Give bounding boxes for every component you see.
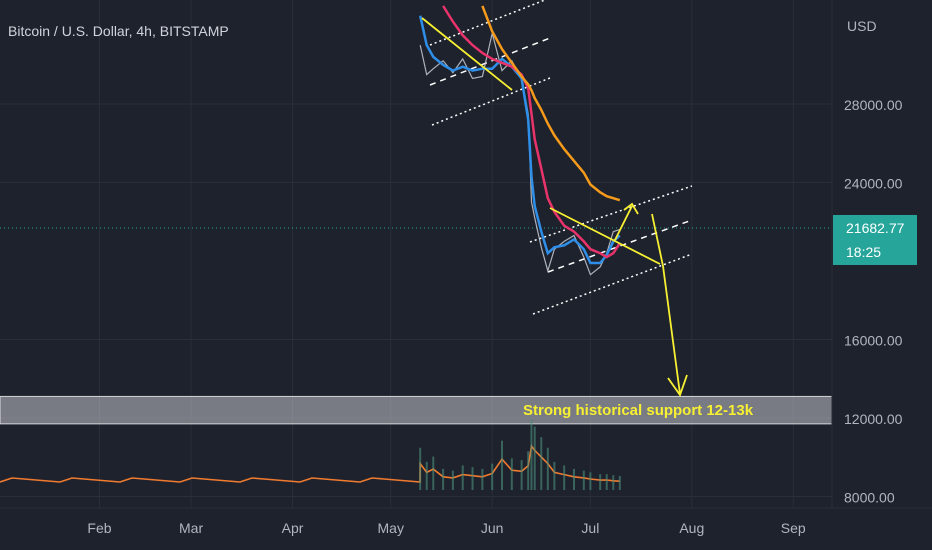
volume-bar xyxy=(540,437,543,490)
volume-bar xyxy=(471,467,474,490)
current-price-badge: 21682.77 18:25 xyxy=(833,214,917,265)
volume-bar xyxy=(533,426,536,490)
current-price-value: 21682.77 xyxy=(846,220,905,236)
volume-histogram xyxy=(0,419,621,490)
support-zone xyxy=(0,395,833,425)
x-tick-label: Aug xyxy=(679,520,704,536)
volume-bar xyxy=(589,472,592,490)
volume-bar xyxy=(520,460,523,490)
volume-bar xyxy=(573,468,575,490)
bar-countdown: 18:25 xyxy=(846,244,881,260)
y-tick-label: 24000.00 xyxy=(844,176,903,192)
moving-average-mid xyxy=(442,5,621,259)
arrow-up xyxy=(614,205,633,241)
y-tick-label: 28000.00 xyxy=(844,97,903,113)
arrow-up-head xyxy=(623,202,639,215)
y-tick-label: 16000.00 xyxy=(844,333,903,349)
volume-bar xyxy=(481,468,484,490)
x-tick-label: Jun xyxy=(481,520,504,536)
volume-bar xyxy=(451,470,454,490)
x-tick-label: Mar xyxy=(179,520,203,536)
arrow-down-head xyxy=(667,374,688,397)
volume-bar xyxy=(605,474,608,490)
channel-line-mid-2 xyxy=(547,219,693,273)
volume-bar xyxy=(530,419,533,490)
x-tick-label: Jul xyxy=(581,520,599,536)
volume-bar xyxy=(612,475,615,490)
volume-bar xyxy=(442,468,445,490)
x-tick-label: May xyxy=(378,520,404,536)
x-tick-label: Apr xyxy=(282,520,304,536)
currency-label: USD xyxy=(847,18,877,34)
moving-average-fast xyxy=(418,15,621,265)
volume-bar xyxy=(546,447,549,490)
volume-bar xyxy=(582,470,585,490)
volume-bar xyxy=(599,474,602,490)
volume-bar xyxy=(618,475,621,490)
x-tick-label: Feb xyxy=(87,520,111,536)
time-axis-ticks: Feb Mar Apr May Jun Jul Aug Sep xyxy=(87,520,806,536)
support-label: Strong historical support 12-13k xyxy=(523,402,754,419)
yellow-annotations xyxy=(421,17,688,397)
volume-line xyxy=(0,443,620,483)
volume-bar xyxy=(491,463,494,490)
trendline-june xyxy=(549,207,661,265)
volume-bar xyxy=(510,458,513,490)
volume-bar xyxy=(553,461,556,490)
trendline-upper-may xyxy=(421,17,513,91)
volume-bar xyxy=(461,465,464,490)
volume-bar xyxy=(563,465,566,490)
price-badge-background xyxy=(833,214,917,265)
price-axis-ticks: 28000.00 24000.00 16000.00 12000.00 8000.00 xyxy=(844,97,903,506)
chart-title: Bitcoin / U.S. Dollar, 4h, BITSTAMP xyxy=(8,23,229,39)
volume-bar xyxy=(527,451,530,490)
y-tick-label: 12000.00 xyxy=(844,411,903,427)
volume-bar xyxy=(425,461,428,490)
arrow-down xyxy=(651,213,681,395)
channel-line-upper-2 xyxy=(529,185,693,243)
volume-bar xyxy=(419,447,422,490)
y-tick-label: 8000.00 xyxy=(844,490,895,506)
x-tick-label: Sep xyxy=(781,520,806,536)
channel-line-upper-1 xyxy=(429,0,547,46)
moving-average-slow xyxy=(481,5,621,202)
volume-bar xyxy=(501,440,503,490)
volume-bar xyxy=(432,456,435,490)
channel-line-lower-2 xyxy=(532,253,693,315)
